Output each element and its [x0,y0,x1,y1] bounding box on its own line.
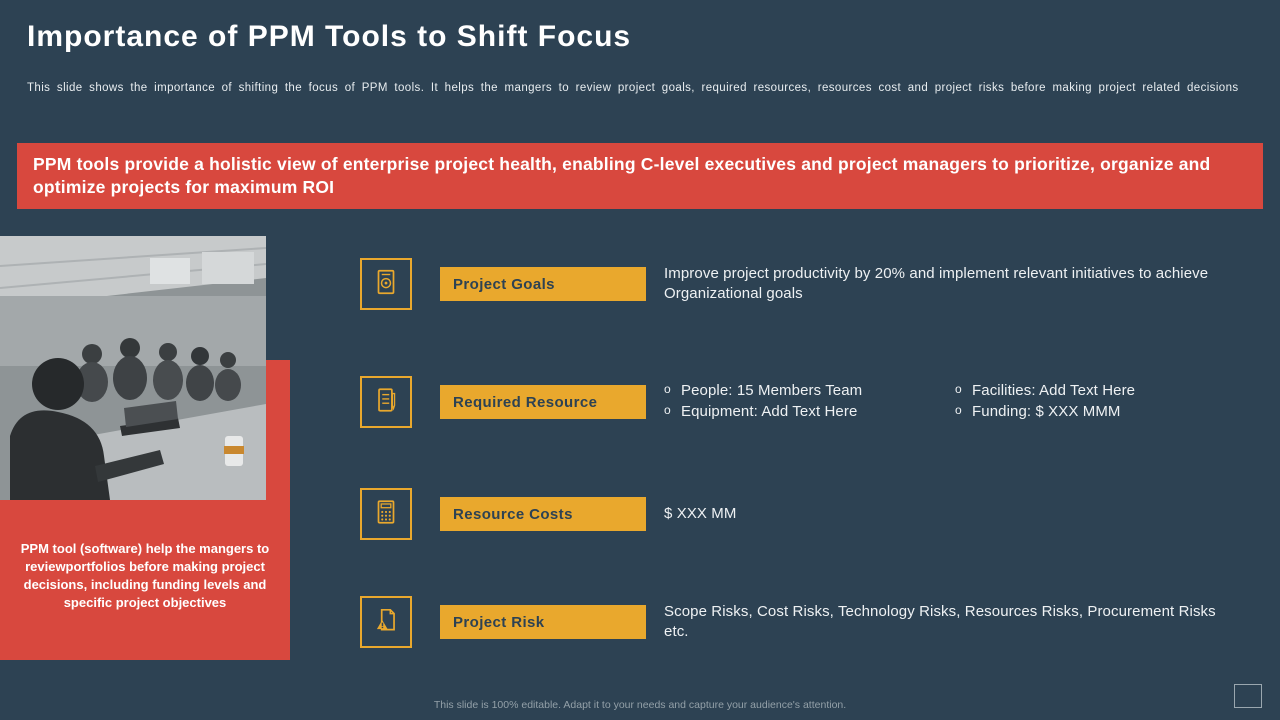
slide-subtitle: This slide shows the importance of shift… [27,82,1239,94]
photo-caption: PPM tool (software) help the mangers to … [20,541,270,610]
document-target-icon [371,267,401,302]
row-required-resource: Required Resource People: 15 Members Tea… [360,376,1244,428]
row-project-risk: Project Risk Scope Risks, Cost Risks, Te… [360,596,1244,648]
project-risk-label: Project Risk [440,605,646,639]
row-project-goals: Project Goals Improve project productivi… [360,258,1244,310]
bullet-item: Facilities: Add Text Here [955,380,1135,400]
meeting-photo-illustration [0,236,266,500]
project-goals-description: Improve project productivity by 20% and … [664,265,1209,302]
bullet-item: People: 15 Members Team [664,380,955,400]
icon-box [360,596,412,648]
page-title: Importance of PPM Tools to Shift Focus [27,20,632,53]
icon-box [360,258,412,310]
resource-costs-label: Resource Costs [440,497,646,531]
slide-number-placeholder [1234,684,1262,708]
project-goals-label: Project Goals [440,267,646,301]
risk-document-warning-icon [371,605,401,640]
bullet-item: Equipment: Add Text Here [664,401,955,421]
row-resource-costs: Resource Costs $ XXX MM [360,488,1244,540]
bullet-column-2: Facilities: Add Text Here Funding: $ XXX… [955,380,1135,423]
icon-box [360,376,412,428]
footer-note: This slide is 100% editable. Adapt it to… [433,699,847,711]
meeting-photo [0,236,266,500]
bullet-column-1: People: 15 Members Team Equipment: Add T… [664,380,955,423]
resource-costs-description: $ XXX MM [664,505,737,522]
required-resource-label: Required Resource [440,385,646,419]
required-resource-bullets: People: 15 Members Team Equipment: Add T… [664,380,1244,423]
calculator-icon [371,497,401,532]
notebook-pencil-icon [371,385,401,420]
bullet-item: Funding: $ XXX MMM [955,401,1135,421]
project-risk-description: Scope Risks, Cost Risks, Technology Risk… [664,603,1216,640]
icon-box [360,488,412,540]
highlight-banner: PPM tools provide a holistic view of ent… [17,143,1263,209]
